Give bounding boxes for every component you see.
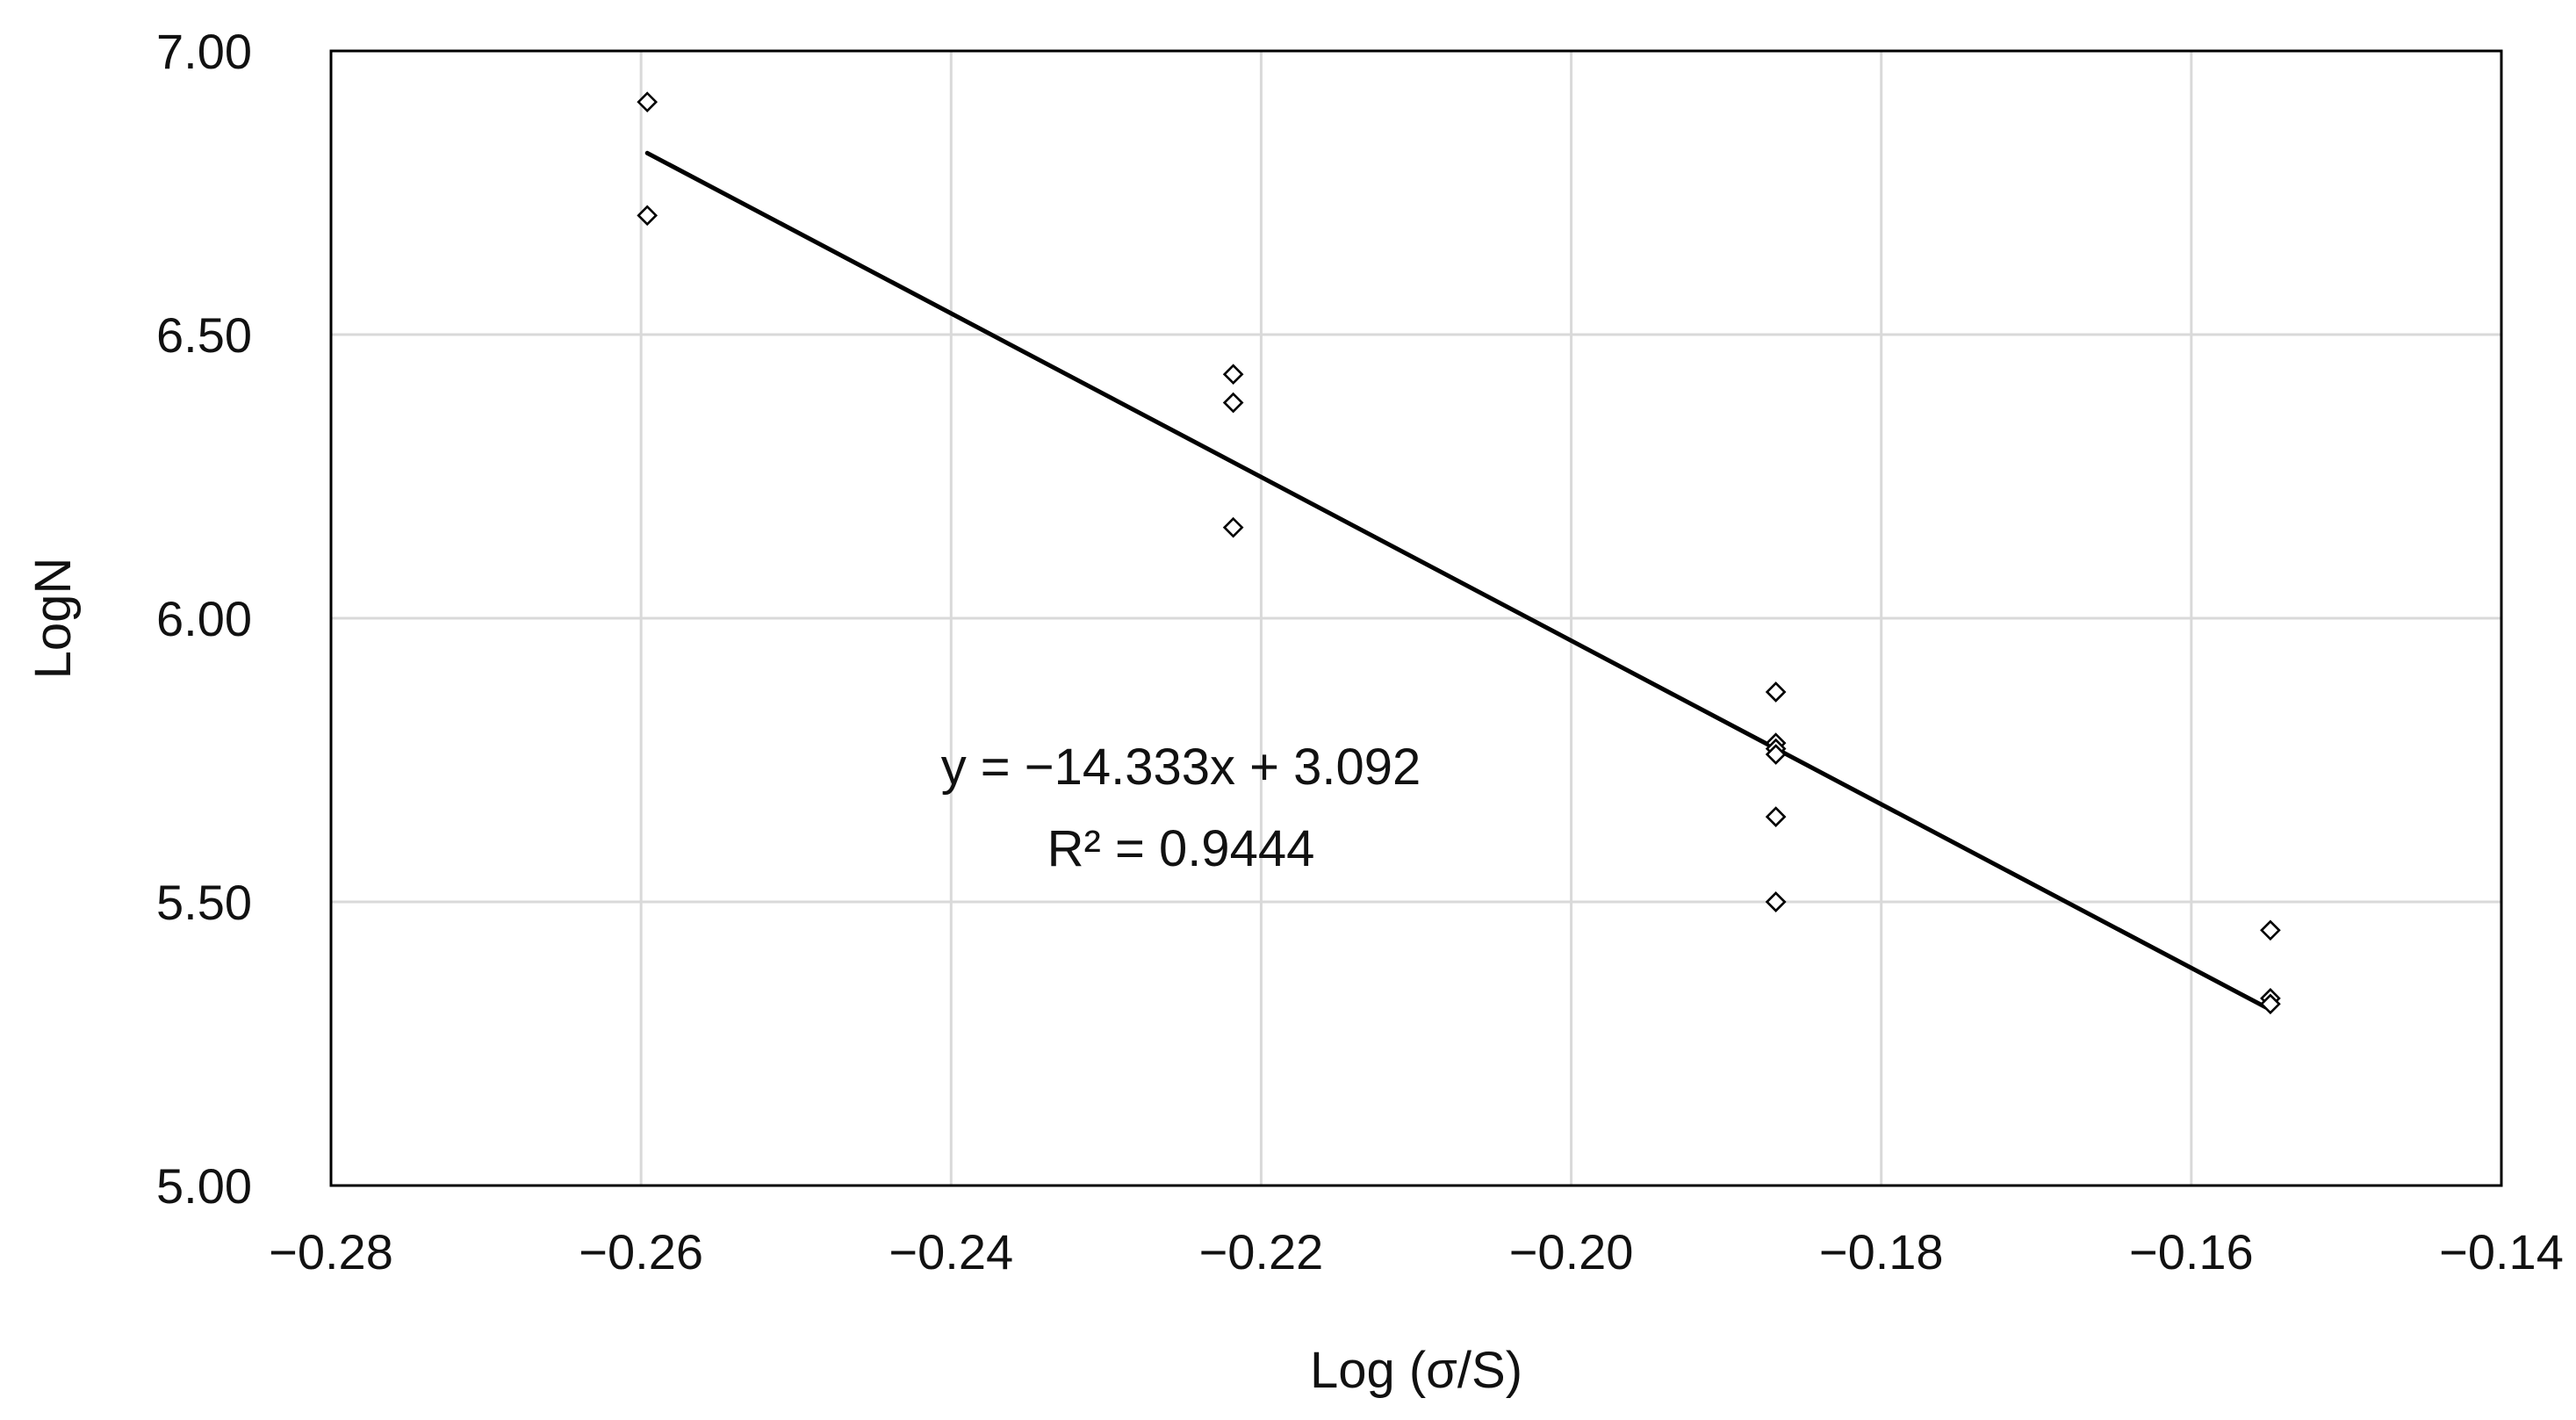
r-squared-label: R² = 0.9444: [1047, 820, 1315, 877]
data-point: [1222, 516, 1244, 538]
plot-area-border: [329, 49, 2503, 1187]
trendline: [644, 150, 2273, 1013]
y-tick-label: 6.50: [156, 307, 252, 363]
data-points: [637, 91, 2281, 1015]
data-point: [2260, 993, 2281, 1015]
data-point: [1765, 744, 1787, 765]
x-tick-label: −0.20: [1509, 1224, 1634, 1279]
x-tick-label: −0.22: [1199, 1224, 1324, 1279]
x-axis-title: Log (σ/S): [1310, 1342, 1522, 1399]
x-tick-label: −0.16: [2129, 1224, 2254, 1279]
data-point: [1222, 364, 1244, 386]
data-point: [1765, 891, 1787, 912]
y-tick-label: 5.50: [156, 875, 252, 930]
y-axis-title: LogN: [25, 558, 82, 680]
x-tick-label: −0.26: [579, 1224, 703, 1279]
data-point: [637, 205, 658, 227]
grid-lines: [331, 51, 2501, 1186]
data-point: [637, 91, 658, 112]
x-tick-label: −0.28: [269, 1224, 393, 1279]
x-tick-label: −0.24: [889, 1224, 1013, 1279]
y-tick-label: 6.00: [156, 591, 252, 646]
data-point: [1765, 806, 1787, 827]
x-tick-label: −0.14: [2439, 1224, 2564, 1279]
data-point: [1222, 392, 1244, 414]
trendline-equation: y = −14.333x + 3.092: [941, 739, 1421, 796]
trendline-layer: [644, 150, 2273, 1013]
y-tick-label: 5.00: [156, 1158, 252, 1214]
x-tick-label: −0.18: [1819, 1224, 1944, 1279]
y-tick-label: 7.00: [156, 24, 252, 79]
data-point: [2260, 919, 2281, 941]
x-tick-labels: −0.28 −0.26 −0.24 −0.22 −0.20 −0.18 −0.16 −0.14: [269, 1224, 2564, 1279]
data-point: [1765, 681, 1787, 703]
y-tick-labels: 5.00 5.50 6.00 6.50 7.00: [156, 24, 252, 1214]
